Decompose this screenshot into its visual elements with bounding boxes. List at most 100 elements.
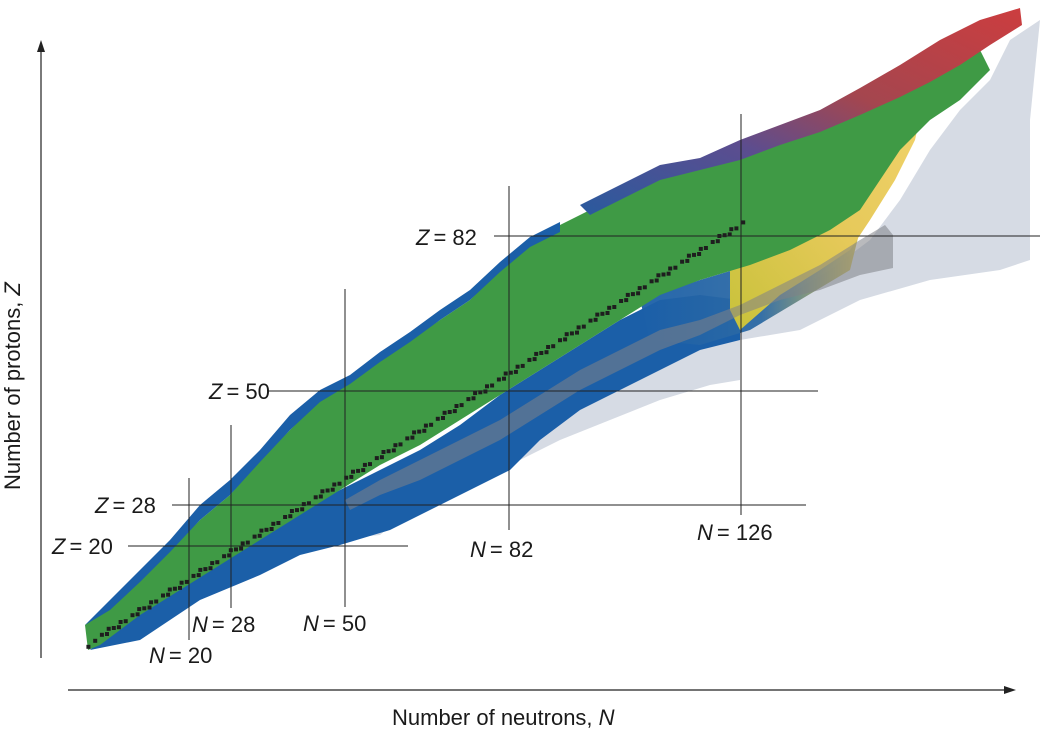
stable-nucleus xyxy=(423,423,428,428)
stable-nucleus xyxy=(178,585,182,590)
stable-nucleus xyxy=(147,605,152,610)
stable-nucleus xyxy=(344,475,349,480)
superheavy-edge xyxy=(580,8,1022,215)
y-axis-arrow-icon xyxy=(37,40,45,52)
stable-nucleus xyxy=(490,383,495,388)
stable-nucleus xyxy=(442,410,447,415)
z20-label: Z = 20 xyxy=(51,534,113,559)
stable-nucleus xyxy=(575,330,579,335)
stable-nucleus xyxy=(607,305,612,310)
stable-nucleus xyxy=(257,533,262,538)
stable-nucleus xyxy=(203,567,208,572)
stable-nucleus xyxy=(703,246,708,250)
stable-nucleus xyxy=(135,612,140,617)
magic-number-lines xyxy=(128,114,1040,640)
known-nuclei-region xyxy=(85,50,990,650)
stable-nucleus xyxy=(332,482,337,487)
stable-nucleus xyxy=(532,357,537,362)
stable-nucleus xyxy=(558,338,562,343)
stable-nucleus xyxy=(362,462,367,467)
stable-nucleus xyxy=(686,253,691,258)
stable-nucleus xyxy=(137,607,142,612)
stable-nucleus xyxy=(320,489,325,494)
stable-nucleus xyxy=(478,390,483,395)
stable-nucleus xyxy=(239,546,244,551)
stable-nucleus xyxy=(106,626,111,631)
r-process-path xyxy=(345,225,893,510)
stable-nucleus xyxy=(429,422,434,427)
stable-nucleus xyxy=(391,448,396,453)
stable-nucleus xyxy=(166,592,171,597)
stable-nucleus xyxy=(196,573,201,578)
stable-nucleus xyxy=(447,410,452,414)
stable-nucleus xyxy=(673,265,678,270)
stable-nucleus xyxy=(227,553,232,558)
stable-nucleus xyxy=(656,273,661,278)
stable-nucleus xyxy=(685,258,690,263)
stable-nucleus xyxy=(502,376,506,381)
stable-nucleus xyxy=(301,502,306,507)
stable-nucleus xyxy=(471,396,476,401)
stable-nucleus xyxy=(654,278,659,283)
stable-nucleus xyxy=(569,331,574,336)
stable-nucleus xyxy=(625,292,630,297)
stable-nucleus xyxy=(466,397,471,402)
stable-nucleus xyxy=(215,560,220,565)
stable-nucleus xyxy=(210,561,215,566)
n126-label: N = 126 xyxy=(697,520,773,545)
stable-nucleus xyxy=(546,345,551,349)
stable-nucleus xyxy=(698,246,703,251)
stable-nucleus xyxy=(692,252,696,257)
stable-nucleus xyxy=(300,507,305,512)
stable-nucleus xyxy=(410,435,415,440)
stable-nucleus xyxy=(435,416,440,421)
stable-nucleus xyxy=(123,619,128,624)
stable-nucleus xyxy=(208,566,213,571)
stable-nucleus xyxy=(245,540,250,545)
stable-nucleus xyxy=(520,363,525,368)
stable-nucleus xyxy=(130,613,135,618)
stable-nucleus xyxy=(576,325,581,330)
stable-nucleus xyxy=(600,311,605,316)
y-axis xyxy=(37,40,45,658)
stable-nucleus xyxy=(269,527,274,531)
stable-nucleus xyxy=(374,456,379,461)
stable-nucleus xyxy=(154,599,159,604)
stable-nucleus xyxy=(318,494,323,499)
stable-nucleus xyxy=(325,488,330,493)
stable-nucleus xyxy=(86,644,91,649)
stable-nucleus xyxy=(259,528,264,533)
stable-nucleus xyxy=(544,350,549,355)
stable-nucleus xyxy=(473,391,478,396)
stable-nucleus xyxy=(593,317,598,322)
stable-nucleus xyxy=(595,312,600,317)
stable-nucleus xyxy=(441,416,445,420)
stable-nucleus xyxy=(111,626,116,630)
stable-nucleus xyxy=(381,450,386,454)
stable-nucleus xyxy=(588,318,593,323)
stable-nucleus xyxy=(264,527,269,532)
stable-nucleus xyxy=(581,324,586,329)
stable-nucleus xyxy=(666,271,671,276)
stable-nucleus xyxy=(142,606,147,611)
stable-nucleus xyxy=(515,364,520,369)
stable-nucleus xyxy=(313,495,318,500)
stable-nucleus xyxy=(172,586,177,591)
stable-nucleus xyxy=(527,357,532,362)
stable-nucleus xyxy=(734,226,739,231)
stable-nucleus xyxy=(167,587,172,592)
stable-nucleus xyxy=(179,580,184,585)
stable-nucleus xyxy=(306,501,311,506)
stable-nucleus xyxy=(398,442,403,447)
stable-nucleus xyxy=(288,514,293,519)
stable-nucleus xyxy=(741,220,746,225)
stable-nucleus xyxy=(184,579,189,584)
stable-nucleus xyxy=(99,632,104,637)
stable-nucleus xyxy=(276,521,281,525)
stable-nucleus xyxy=(605,311,610,315)
stable-nucleus xyxy=(116,625,121,630)
stable-nucleus xyxy=(412,430,417,435)
stable-nucleus xyxy=(222,554,227,559)
